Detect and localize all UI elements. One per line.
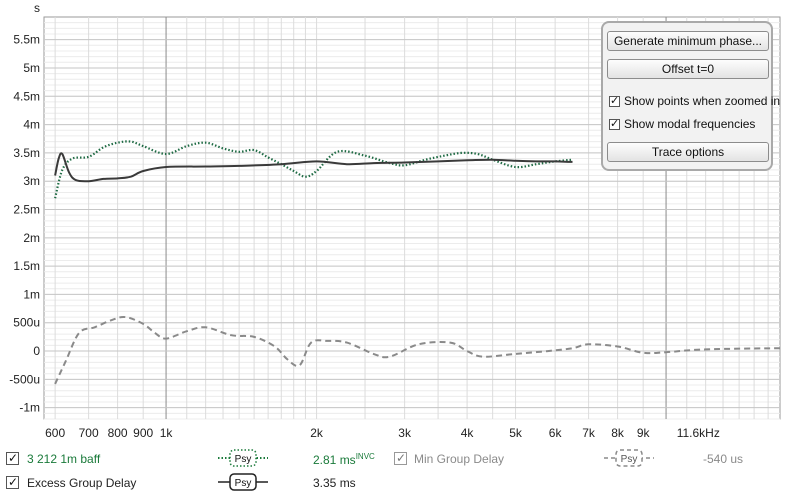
checkbox-icon[interactable] — [609, 117, 620, 130]
dotted-line-swatch: Psy — [218, 449, 268, 467]
legend-label-excess-group-delay: Excess Group Delay — [27, 476, 137, 490]
legend-checkbox-baff[interactable] — [6, 451, 19, 465]
offset-t0-button[interactable]: Offset t=0 — [607, 59, 769, 79]
show-points-label: Show points when zoomed in — [624, 94, 781, 108]
y-tick-label: 2m — [23, 231, 40, 245]
x-tick-label: 600 — [45, 426, 65, 440]
generate-minimum-phase-button[interactable]: Generate minimum phase... — [607, 31, 769, 51]
y-tick-label: 4m — [23, 118, 40, 132]
show-modal-checkbox[interactable]: Show modal frequencies — [609, 117, 755, 131]
y-tick-label: -500u — [9, 372, 40, 386]
legend: 3 212 1m baff Psy 2.81 msINVC Min Group … — [0, 445, 800, 497]
x-tick-label: 11.6kHz — [677, 426, 720, 440]
legend-value-excess-group-delay: 3.35 ms — [313, 476, 356, 490]
trace-options-button[interactable]: Trace options — [607, 142, 769, 162]
psy-badge: Psy — [621, 454, 638, 465]
psy-badge: Psy — [235, 478, 252, 489]
y-tick-label: -1m — [19, 401, 40, 415]
x-tick-label: 8k — [611, 426, 625, 440]
y-tick-label: 1m — [23, 287, 40, 301]
y-tick-label: 0 — [33, 344, 40, 358]
legend-checkbox-excess-group-delay[interactable] — [6, 475, 19, 489]
solid-line-swatch: Psy — [218, 473, 268, 491]
series-line-dashed — [54, 315, 781, 385]
x-tick-label: 1k — [160, 426, 174, 440]
checkbox-icon[interactable] — [609, 94, 620, 107]
x-tick-label: 3k — [398, 426, 412, 440]
x-tick-label: 4k — [461, 426, 475, 440]
x-tick-label: 900 — [133, 426, 153, 440]
show-points-checkbox[interactable]: Show points when zoomed in — [609, 94, 780, 108]
legend-value-min-group-delay: -540 us — [703, 452, 744, 466]
y-tick-label: 2.5m — [13, 203, 40, 217]
x-tick-label: 2k — [310, 426, 324, 440]
y-axis-unit: s — [34, 1, 40, 15]
x-tick-label: 800 — [108, 426, 128, 440]
legend-checkbox-min-group-delay[interactable] — [394, 451, 407, 465]
legend-value-baff: 2.81 msINVC — [313, 452, 375, 467]
dashed-line-swatch: Psy — [604, 449, 654, 467]
options-panel: Generate minimum phase... Offset t=0 Sho… — [601, 21, 780, 171]
y-tick-label: 500u — [13, 316, 40, 330]
show-modal-label: Show modal frequencies — [624, 117, 756, 131]
y-tick-label: 5m — [23, 61, 40, 75]
x-tick-label: 5k — [509, 426, 523, 440]
x-tick-label: 700 — [79, 426, 99, 440]
y-tick-label: 3.5m — [13, 146, 40, 160]
y-tick-label: 4.5m — [13, 89, 40, 103]
series-line-dotted — [54, 140, 573, 199]
y-tick-label: 1.5m — [13, 259, 40, 273]
x-tick-label: 7k — [582, 426, 596, 440]
y-tick-label: 5.5m — [13, 33, 40, 47]
series-line-solid — [54, 152, 573, 183]
psy-badge: Psy — [235, 454, 252, 465]
legend-label-min-group-delay: Min Group Delay — [414, 452, 505, 466]
x-tick-label: 6k — [549, 426, 563, 440]
legend-label-baff: 3 212 1m baff — [27, 452, 101, 466]
y-tick-label: 3m — [23, 174, 40, 188]
x-tick-label: 9k — [637, 426, 651, 440]
